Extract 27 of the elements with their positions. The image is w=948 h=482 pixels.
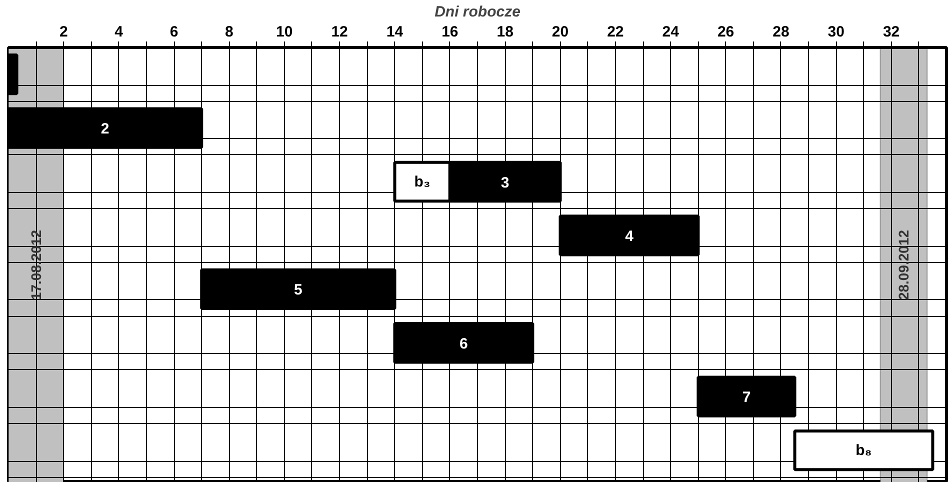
series-label: 4	[625, 228, 634, 245]
series-label: 2	[100, 120, 110, 138]
x-tick-label: 6	[170, 24, 178, 40]
series-label: 7	[742, 389, 751, 406]
x-tick-label: 32	[882, 24, 900, 40]
x-tick-label: 16	[442, 24, 458, 40]
x-tick-label: 24	[662, 24, 680, 40]
x-axis-title: Dni robocze	[434, 4, 520, 20]
band-label: 28.09.2012	[896, 230, 912, 300]
series-label: 5	[294, 282, 302, 299]
x-tick-label: 26	[717, 24, 734, 40]
x-tick-label: 14	[386, 24, 404, 40]
series-label: 3	[500, 174, 510, 192]
x-tick-label: 28	[772, 24, 790, 40]
series-label: b₈	[856, 442, 872, 459]
x-tick-label: 10	[276, 24, 293, 40]
band-label: 17.08.2012	[28, 230, 44, 300]
x-tick-label: 18	[496, 24, 514, 40]
series-label: 6	[460, 335, 468, 352]
x-tick-label: 20	[552, 24, 569, 40]
x-tick-label: 30	[828, 24, 844, 40]
x-tick-label: 8	[225, 24, 234, 40]
x-tick-label: 4	[114, 24, 124, 40]
x-tick-label: 12	[331, 24, 348, 40]
x-tick-label: 22	[607, 24, 624, 40]
series-label: b₃	[414, 173, 430, 190]
x-tick-label: 2	[60, 24, 68, 40]
